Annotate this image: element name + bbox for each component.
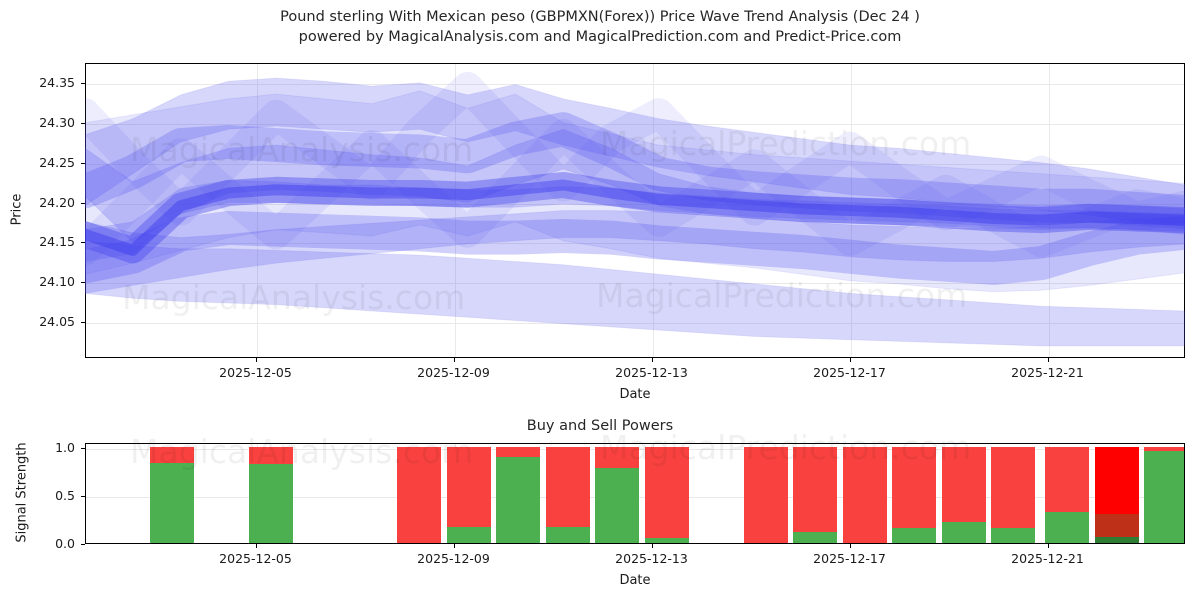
wave-band-2-ribbon <box>85 128 1185 243</box>
price-gridline-h-2 <box>86 243 1184 245</box>
signal-xtick-label-0: 2025-12-05 <box>219 551 292 566</box>
price-ytick-5 <box>81 122 85 124</box>
price-gridline-v-4 <box>1048 64 1050 357</box>
trend-core-line <box>85 179 1185 256</box>
wave-band-4-ribbon <box>85 210 1185 294</box>
wave-band-1-ribbon <box>85 77 1185 227</box>
sell-bar <box>397 446 442 543</box>
signal-ytick-2 <box>81 447 85 449</box>
sell-bar <box>842 446 887 543</box>
signal-chart-title: Buy and Sell Powers <box>526 418 674 434</box>
buy-bar <box>1094 537 1139 543</box>
signal-ytick-label-2: 1.0 <box>55 439 75 455</box>
trend-mid-band <box>85 172 1185 264</box>
buy-bar <box>892 527 937 543</box>
price-xtick-0 <box>255 358 257 362</box>
sell-bar <box>892 446 937 543</box>
price-gridline-h-0 <box>86 323 1184 325</box>
price-gridline-v-2 <box>652 64 654 357</box>
buy-bar <box>644 538 689 543</box>
sell-bar <box>743 446 788 543</box>
price-gridline-h-3 <box>86 203 1184 205</box>
price-gridline-h-6 <box>86 83 1184 85</box>
signal-chart-xaxis-label: Date <box>619 573 651 588</box>
price-gridline-h-4 <box>86 163 1184 165</box>
zigzag-b-overlay <box>85 119 1185 266</box>
buy-bar <box>991 527 1036 543</box>
price-gridline-v-1 <box>454 64 456 357</box>
price-xtick-label-2: 2025-12-13 <box>615 365 688 380</box>
signal-xtick-2 <box>651 544 653 548</box>
price-ytick-label-6: 24.35 <box>39 74 75 90</box>
zigzag-a-overlay <box>85 71 1185 232</box>
price-xtick-3 <box>849 358 851 362</box>
buy-bar <box>496 457 541 543</box>
buy-bar <box>545 526 590 543</box>
price-ytick-1 <box>81 282 85 284</box>
price-ytick-label-2: 24.15 <box>39 234 75 250</box>
price-ytick-2 <box>81 242 85 244</box>
signal-chart-plot-area <box>85 443 1185 544</box>
price-chart-xaxis-label: Date <box>619 387 651 402</box>
buy-bar <box>1045 512 1090 543</box>
wave-band-group <box>85 71 1185 347</box>
page-title-line-1: Pound sterling With Mexican peso (GBPMXN… <box>280 9 920 25</box>
sell-bar <box>991 446 1036 543</box>
price-ytick-label-0: 24.05 <box>39 314 75 330</box>
signal-ytick-label-0: 0.0 <box>55 536 75 551</box>
price-ytick-3 <box>81 202 85 204</box>
price-gridline-v-0 <box>256 64 258 357</box>
signal-xtick-label-1: 2025-12-09 <box>417 551 490 566</box>
price-ytick-label-4: 24.25 <box>39 154 75 170</box>
buy-bar <box>595 467 640 543</box>
price-xtick-label-3: 2025-12-17 <box>813 365 886 380</box>
price-gridline-h-1 <box>86 283 1184 285</box>
price-gridline-v-3 <box>850 64 852 357</box>
spike-band-ribbon <box>85 90 1185 293</box>
price-ytick-0 <box>81 322 85 324</box>
signal-chart-yaxis-label: Signal Strength <box>14 441 30 543</box>
signal-ytick-1 <box>81 495 85 497</box>
sell-bar <box>793 446 838 543</box>
price-chart-plot-area <box>85 63 1185 358</box>
buy-bar <box>941 521 986 543</box>
signal-xtick-label-4: 2025-12-21 <box>1011 551 1084 566</box>
signal-xtick-3 <box>849 544 851 548</box>
price-xtick-1 <box>453 358 455 362</box>
price-ytick-label-1: 24.10 <box>39 274 75 290</box>
price-ytick-4 <box>81 162 85 164</box>
price-ytick-label-5: 24.30 <box>39 114 75 130</box>
price-ytick-label-3: 24.20 <box>39 194 75 210</box>
price-xtick-2 <box>651 358 653 362</box>
price-chart-yaxis-label: Price <box>9 193 25 225</box>
trend-lower-band <box>85 211 1185 285</box>
signal-xtick-1 <box>453 544 455 548</box>
buy-bar <box>1144 450 1184 543</box>
price-xtick-label-4: 2025-12-21 <box>1011 365 1084 380</box>
buy-bar <box>793 532 838 543</box>
price-xtick-4 <box>1047 358 1049 362</box>
page-title-line-2: powered by MagicalAnalysis.com and Magic… <box>298 29 902 45</box>
signal-ytick-0 <box>81 544 85 545</box>
wave-band-5-ribbon <box>85 240 1185 347</box>
signal-xtick-0 <box>255 544 257 548</box>
wave-band-3-ribbon <box>85 179 1185 262</box>
buy-bar <box>149 463 194 543</box>
price-gridline-h-5 <box>86 123 1184 125</box>
signal-xtick-4 <box>1047 544 1049 548</box>
price-ytick-6 <box>81 82 85 84</box>
price-xtick-label-1: 2025-12-09 <box>417 365 490 380</box>
trend-upper-band <box>85 112 1185 230</box>
price-xtick-label-0: 2025-12-05 <box>219 365 292 380</box>
sell-bar <box>644 446 689 543</box>
buy-bar <box>446 526 491 543</box>
signal-xtick-label-2: 2025-12-13 <box>615 551 688 566</box>
buy-bar <box>248 464 293 543</box>
signal-xtick-label-3: 2025-12-17 <box>813 551 886 566</box>
signal-ytick-label-1: 0.5 <box>55 487 75 503</box>
